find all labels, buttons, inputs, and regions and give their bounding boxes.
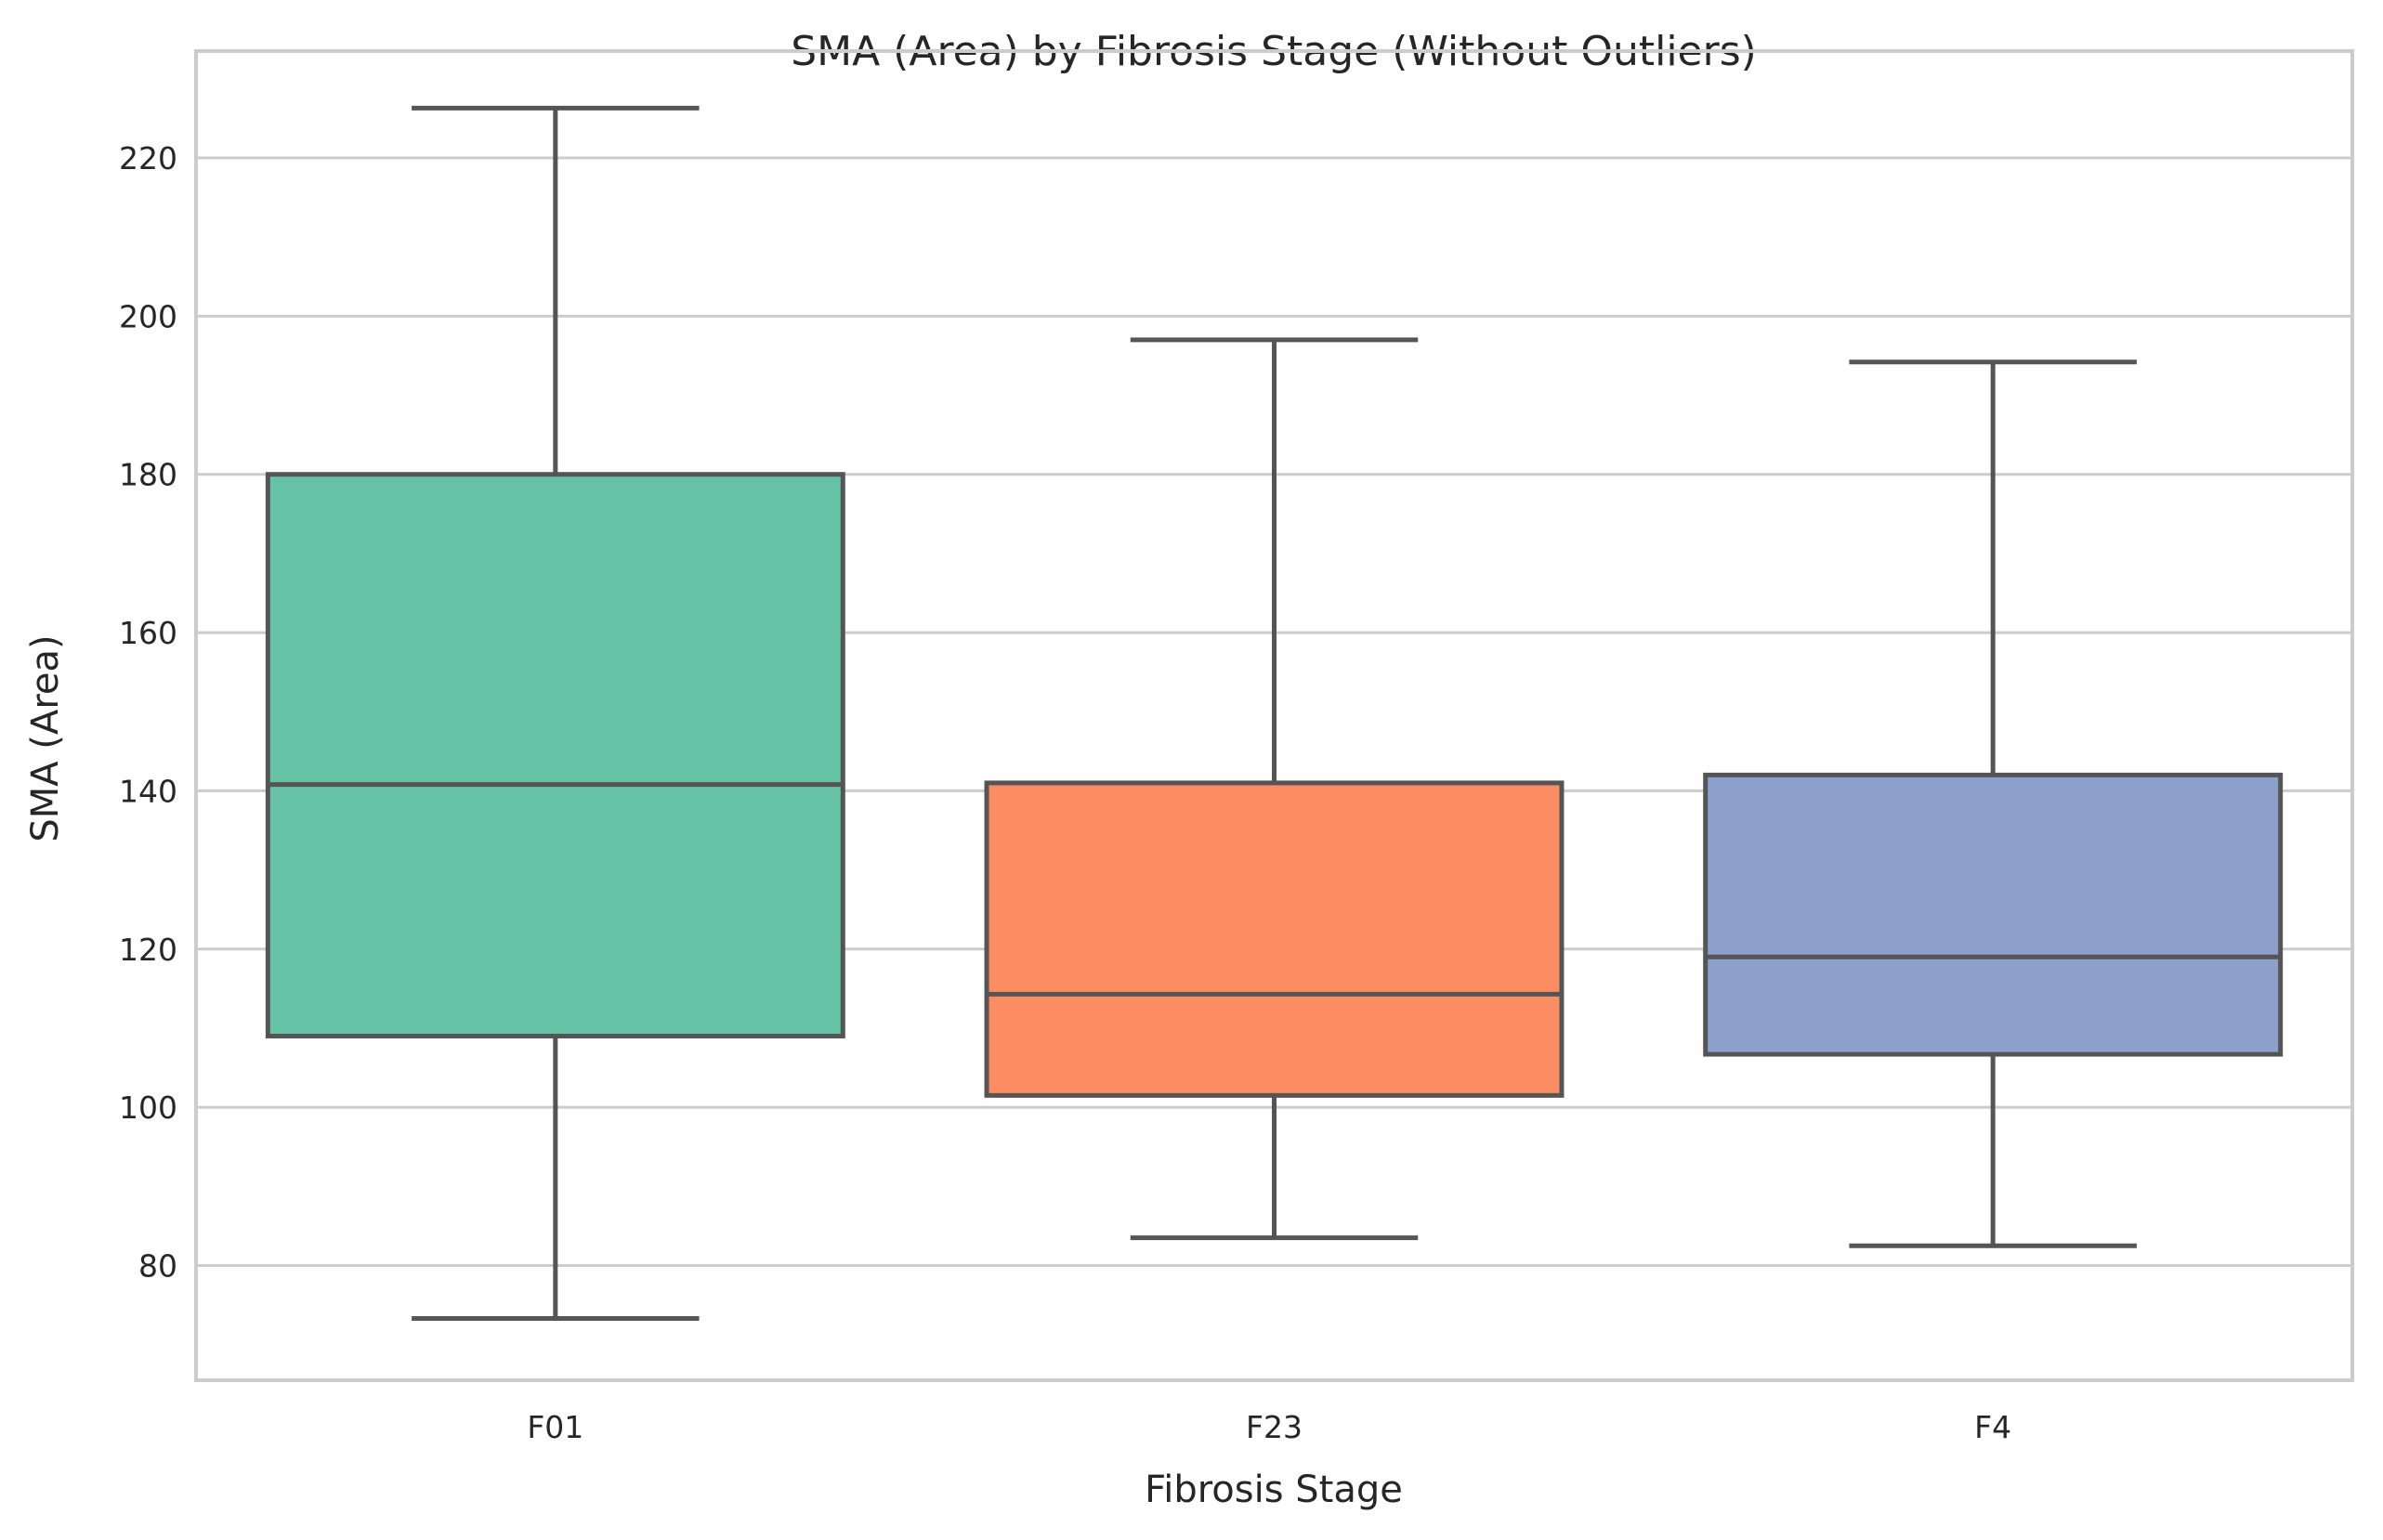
iqr-box	[984, 780, 1565, 1098]
y-axis-label: SMA (Area)	[24, 634, 67, 842]
y-tick-label: 180	[119, 457, 177, 493]
x-tick-labels: F01 F23 F4	[527, 1409, 2011, 1445]
x-tick-label: F23	[1246, 1409, 1303, 1445]
plot-frame	[194, 49, 2354, 1382]
y-tick-label: 120	[119, 932, 177, 968]
y-tick-label: 220	[119, 140, 177, 176]
iqr-box	[265, 472, 845, 1038]
iqr-box	[1703, 772, 2284, 1057]
y-tick-label: 100	[119, 1090, 177, 1126]
boxes	[265, 105, 2284, 1322]
y-tick-label: 140	[119, 773, 177, 809]
y-tick-labels: 80 100 120 140 160 180 200 220	[119, 140, 177, 1285]
y-tick-label: 160	[119, 615, 177, 651]
x-tick-label: F01	[527, 1409, 583, 1445]
box-f01	[265, 105, 845, 1322]
box-f4	[1703, 359, 2284, 1248]
box-f23	[984, 337, 1565, 1241]
x-tick-label: F4	[1974, 1409, 2011, 1445]
x-axis-label: Fibrosis Stage	[1145, 1468, 1403, 1511]
y-tick-label: 80	[138, 1247, 177, 1284]
y-tick-label: 200	[119, 298, 177, 334]
